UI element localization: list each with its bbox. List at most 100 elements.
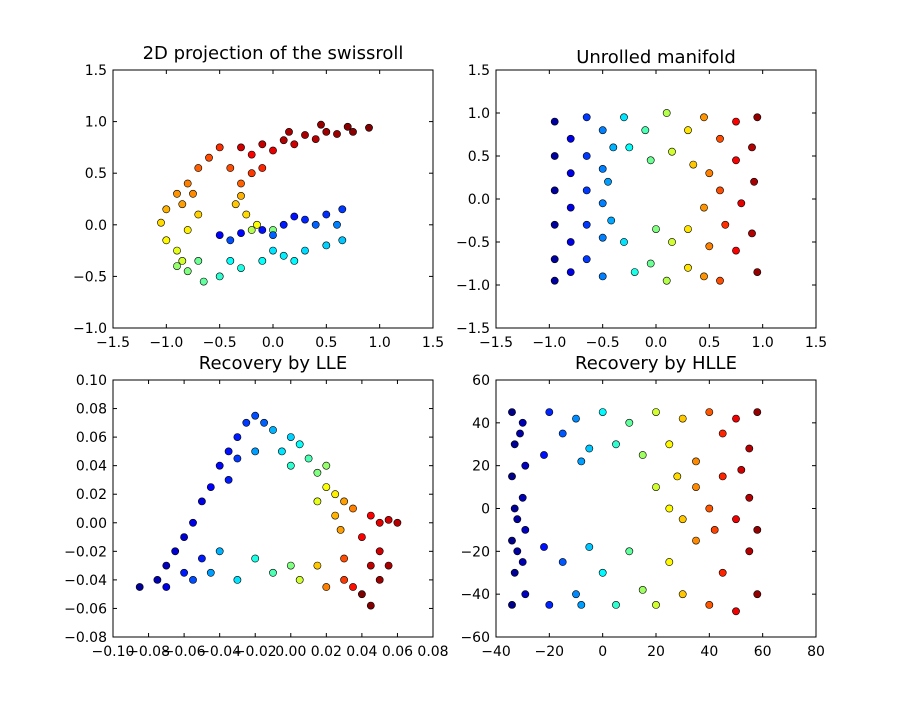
data-point: [540, 451, 548, 459]
x-tick-label: 80: [807, 644, 825, 660]
x-tick-label: 60: [754, 644, 772, 660]
data-point: [237, 179, 245, 188]
x-tick-label: 20: [647, 644, 665, 660]
y-tick-label: 0.02: [76, 487, 107, 503]
data-point: [260, 418, 268, 427]
data-point: [625, 143, 634, 152]
data-point: [737, 465, 746, 474]
data-point: [247, 169, 256, 178]
data-point: [189, 518, 197, 527]
data-point: [269, 246, 277, 255]
data-point: [662, 276, 671, 285]
data-point: [171, 547, 180, 556]
data-point: [665, 440, 674, 449]
data-point: [206, 568, 215, 577]
data-point: [692, 483, 700, 491]
data-point: [331, 490, 340, 499]
data-point: [582, 186, 591, 195]
data-point: [357, 533, 366, 541]
y-tick-label: 60: [472, 373, 490, 389]
x-tick-label: −0.02: [234, 644, 277, 660]
data-point: [180, 568, 188, 577]
data-point: [258, 226, 267, 234]
y-tick-label: −0.08: [64, 630, 107, 646]
data-point: [598, 164, 607, 173]
x-tick-label: 0.02: [311, 644, 342, 660]
x-tick-label: −40: [481, 644, 511, 660]
data-point: [375, 576, 384, 584]
data-point: [508, 536, 516, 545]
data-point: [242, 210, 251, 219]
data-point: [301, 246, 309, 255]
data-point: [285, 127, 293, 136]
data-point: [153, 576, 162, 584]
subplot-lle-recovery: Recovery by LLE −0.10−0.08−0.06−0.04−0.0…: [64, 353, 448, 660]
data-point: [748, 229, 756, 238]
x-tick-label: −0.04: [198, 644, 241, 660]
y-tick-label: 40: [472, 416, 490, 432]
y-tick-label: −1.5: [456, 321, 490, 337]
data-point: [652, 483, 660, 491]
data-point: [545, 408, 554, 416]
data-point: [290, 212, 299, 221]
data-point: [233, 433, 242, 441]
data-point: [510, 568, 519, 577]
data-point: [162, 236, 171, 245]
data-point: [566, 268, 575, 276]
data-point: [558, 558, 567, 566]
data-point: [700, 113, 708, 122]
y-tick-label: 0.0: [85, 218, 107, 234]
subplot-title: 2D projection of the swissroll: [143, 43, 404, 64]
data-point: [598, 126, 607, 135]
data-point: [393, 518, 402, 527]
data-point: [745, 493, 754, 502]
data-point: [233, 454, 242, 463]
data-point: [290, 256, 299, 265]
data-point: [366, 601, 375, 610]
data-point: [295, 440, 304, 449]
data-point: [732, 246, 740, 255]
x-tick-label: 0.00: [275, 644, 306, 660]
data-point: [215, 461, 224, 470]
data-point: [612, 601, 620, 609]
subplot-title: Recovery by LLE: [199, 353, 347, 374]
x-tick-label: 0.0: [645, 335, 667, 351]
data-point: [173, 262, 181, 270]
x-tick-label: 0.08: [417, 644, 448, 660]
data-point: [313, 497, 322, 506]
scatter-points: [550, 109, 762, 285]
data-point: [721, 220, 730, 229]
axes-background: [496, 70, 816, 328]
data-point: [732, 515, 740, 524]
data-point: [197, 497, 206, 506]
data-point: [732, 607, 740, 616]
data-point: [183, 226, 192, 234]
data-point: [604, 177, 612, 186]
data-point: [665, 504, 674, 513]
scatter-points: [135, 411, 402, 610]
x-tick-label: −20: [535, 644, 565, 660]
data-point: [625, 547, 634, 556]
data-point: [162, 583, 171, 591]
data-point: [205, 153, 213, 162]
data-point: [716, 134, 724, 143]
data-point: [550, 152, 559, 160]
data-point: [572, 590, 580, 599]
data-point: [242, 418, 251, 427]
data-point: [279, 220, 288, 229]
data-point: [258, 256, 267, 265]
y-tick-label: 0.06: [76, 430, 107, 446]
y-tick-label: −0.5: [73, 269, 107, 285]
data-point: [269, 146, 277, 155]
y-tick-label: −1.0: [73, 321, 107, 337]
data-point: [753, 408, 762, 416]
data-point: [718, 472, 727, 481]
data-point: [716, 186, 724, 195]
data-point: [518, 493, 527, 502]
data-point: [384, 561, 393, 570]
subplot-unrolled-manifold: Unrolled manifold −1.5 −1.0 −0.5 0.0 0.5 1.0 1…: [456, 47, 827, 351]
data-point: [173, 189, 181, 198]
data-point: [338, 205, 347, 214]
data-point: [678, 515, 687, 524]
data-point: [625, 418, 634, 427]
